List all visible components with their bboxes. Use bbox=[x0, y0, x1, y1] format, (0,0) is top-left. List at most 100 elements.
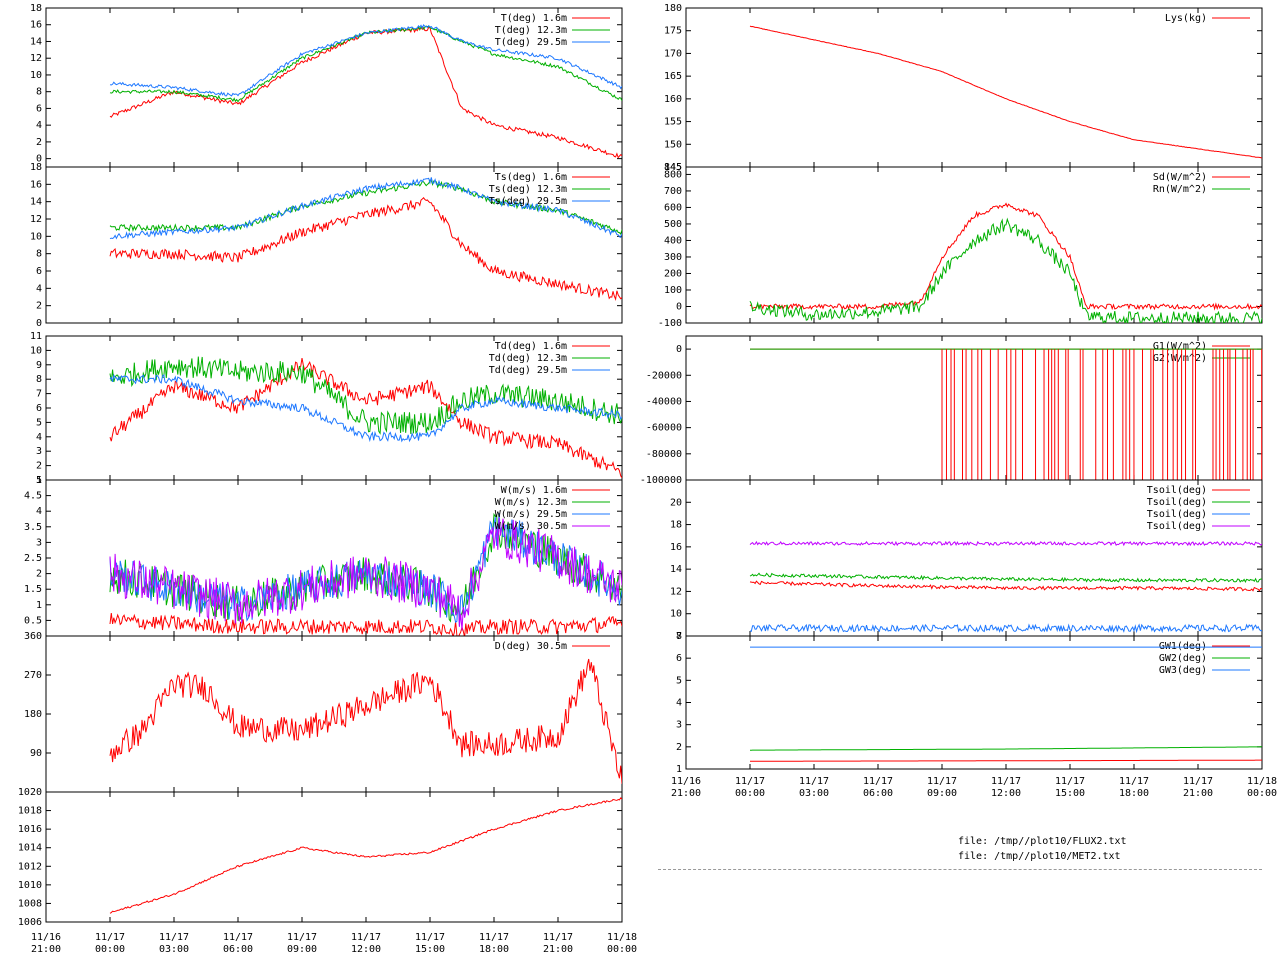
y-tick-label: 1 bbox=[36, 600, 42, 611]
x-tick-label-time: 21:00 bbox=[671, 788, 701, 799]
x-tick-label-time: 00:00 bbox=[1247, 788, 1277, 799]
x-tick-label-time: 12:00 bbox=[991, 788, 1021, 799]
y-tick-label: 8 bbox=[36, 374, 42, 385]
y-tick-label: 16 bbox=[670, 542, 682, 553]
y-tick-label: 1 bbox=[676, 764, 682, 775]
legend-label: T(deg) 1.6m bbox=[501, 13, 567, 24]
legend-label: W(m/s) 29.5m bbox=[495, 509, 567, 520]
y-tick-label: 0 bbox=[36, 154, 42, 165]
legend-label: Td(deg) 1.6m bbox=[495, 341, 567, 352]
y-tick-label: 100 bbox=[664, 285, 682, 296]
x-tick-label-date: 11/18 bbox=[607, 932, 637, 943]
y-tick-label: 1020 bbox=[18, 787, 42, 798]
legend-label: Ts(deg) 12.3m bbox=[489, 184, 567, 195]
x-tick-label-time: 00:00 bbox=[95, 944, 125, 955]
series-line bbox=[109, 797, 622, 914]
x-tick-label-date: 11/17 bbox=[287, 932, 317, 943]
x-tick-label-time: 21:00 bbox=[1183, 788, 1213, 799]
legend-label: Ts(deg) 1.6m bbox=[495, 172, 567, 183]
panel-frame bbox=[45, 791, 623, 923]
series-line bbox=[749, 202, 1262, 311]
y-tick-label: 270 bbox=[24, 670, 42, 681]
y-tick-label: 3 bbox=[676, 720, 682, 731]
legend-label: GW2(deg) bbox=[1159, 653, 1207, 664]
y-tick-label: 1012 bbox=[18, 861, 42, 872]
y-tick-label: 4 bbox=[36, 120, 42, 131]
x-tick-label-date: 11/17 bbox=[479, 932, 509, 943]
chart-panel-4: 90 180 270 360 D(deg) 30.5m bbox=[24, 631, 623, 793]
chart-panel-5: 1006 1008 1010 1012 1014 1016 1018 1020 bbox=[18, 787, 623, 928]
series-line bbox=[749, 217, 1262, 323]
y-tick-label: 3.5 bbox=[24, 522, 42, 533]
y-tick-label: 7 bbox=[676, 631, 682, 642]
panel-frame bbox=[45, 166, 623, 324]
y-tick-label: 5 bbox=[36, 475, 42, 486]
y-tick-label: 1008 bbox=[18, 898, 42, 909]
y-tick-label: 700 bbox=[664, 186, 682, 197]
y-tick-label: 18 bbox=[30, 3, 42, 14]
y-tick-label: 14 bbox=[30, 197, 42, 208]
y-tick-label: 5 bbox=[36, 417, 42, 428]
legend-label: G2(W/m^2) bbox=[1153, 353, 1207, 364]
file-label-flux: file: /tmp//plot10/FLUX2.txt bbox=[958, 836, 1127, 847]
y-tick-label: 3 bbox=[36, 537, 42, 548]
x-tick-label-time: 03:00 bbox=[159, 944, 189, 955]
x-tick-label-date: 11/17 bbox=[1119, 776, 1149, 787]
y-tick-label: 3 bbox=[36, 446, 42, 457]
y-tick-label: 16 bbox=[30, 179, 42, 190]
y-tick-label: 16 bbox=[30, 20, 42, 31]
x-tick-label-date: 11/17 bbox=[991, 776, 1021, 787]
y-tick-label: 170 bbox=[664, 48, 682, 59]
x-tick-label-date: 11/17 bbox=[95, 932, 125, 943]
x-tick-label-time: 03:00 bbox=[799, 788, 829, 799]
y-tick-label: 6 bbox=[36, 103, 42, 114]
x-tick-label-time: 09:00 bbox=[927, 788, 957, 799]
y-tick-label: 0 bbox=[676, 344, 682, 355]
y-tick-label: 14 bbox=[30, 36, 42, 47]
y-tick-label: 12 bbox=[670, 586, 682, 597]
y-tick-label: 1006 bbox=[18, 917, 42, 928]
x-tick-label-date: 11/17 bbox=[415, 932, 445, 943]
y-tick-label: 6 bbox=[36, 266, 42, 277]
legend-label: GW3(deg) bbox=[1159, 665, 1207, 676]
x-tick-label-time: 15:00 bbox=[415, 944, 445, 955]
legend-label: Td(deg) 12.3m bbox=[489, 353, 567, 364]
legend-label: Rn(W/m^2) bbox=[1153, 184, 1207, 195]
y-tick-label: 400 bbox=[664, 235, 682, 246]
series-line bbox=[109, 177, 622, 240]
legend-label: W(m/s) 1.6m bbox=[501, 485, 567, 496]
y-tick-label: 6 bbox=[676, 653, 682, 664]
chart-panel-3: 0.5 1 1.5 2 2.5 3 3.5 4 4.5 5 W(m/s) 1.6mW(m/s) 12… bbox=[24, 475, 623, 637]
y-tick-label: 0.5 bbox=[24, 615, 42, 626]
legend-label: Sd(W/m^2) bbox=[1153, 172, 1207, 183]
file-list: file: /tmp//plot10/FLUX2.txt file: /tmp/… bbox=[958, 834, 1127, 864]
y-tick-label: 10 bbox=[30, 231, 42, 242]
y-tick-label: 1014 bbox=[18, 843, 42, 854]
y-tick-label: 12 bbox=[30, 53, 42, 64]
x-tick-label-date: 11/17 bbox=[863, 776, 893, 787]
legend-label: Tsoil(deg) bbox=[1147, 521, 1207, 532]
series-line bbox=[109, 23, 622, 97]
y-tick-label: 18 bbox=[30, 162, 42, 173]
y-tick-label: 7 bbox=[36, 389, 42, 400]
y-tick-label: 10 bbox=[670, 609, 682, 620]
legend-label: Td(deg) 29.5m bbox=[489, 365, 567, 376]
x-tick-label-date: 11/17 bbox=[1055, 776, 1085, 787]
panel-frame bbox=[685, 166, 1263, 324]
y-tick-label: 145 bbox=[664, 162, 682, 173]
series-line bbox=[109, 179, 622, 235]
y-tick-label: 360 bbox=[24, 631, 42, 642]
x-tick-label-time: 18:00 bbox=[1119, 788, 1149, 799]
chart-panel-8: -100000 -80000 -60000 -40000 -20000 0 G1(W/m^2… bbox=[640, 335, 1263, 486]
y-tick-label: -80000 bbox=[646, 449, 682, 460]
x-tick-label-time: 12:00 bbox=[351, 944, 381, 955]
chart-panel-6: 145 150 155 160 165 170 175 180 Lys(kg) bbox=[664, 3, 1263, 173]
legend-label: G1(W/m^2) bbox=[1153, 341, 1207, 352]
series-line bbox=[109, 613, 622, 636]
legend-label: Tsoil(deg) bbox=[1147, 509, 1207, 520]
y-tick-label: -100000 bbox=[640, 475, 682, 486]
x-tick-label-date: 11/17 bbox=[735, 776, 765, 787]
y-tick-label: 18 bbox=[670, 520, 682, 531]
y-tick-label: 180 bbox=[664, 3, 682, 14]
